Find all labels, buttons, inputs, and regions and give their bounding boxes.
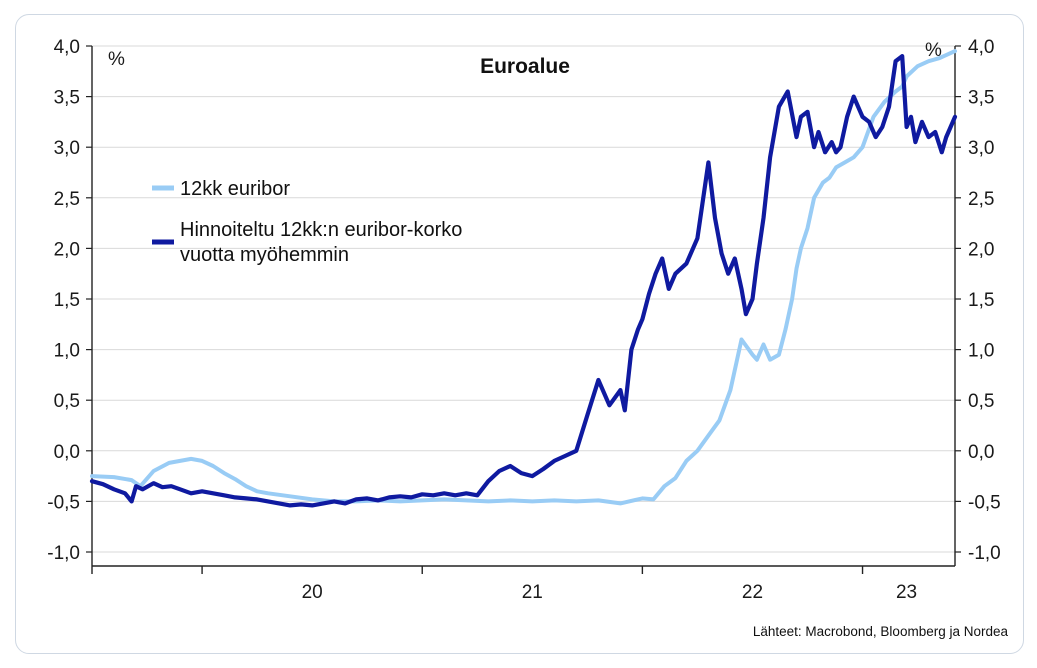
series-lines bbox=[89, 49, 958, 508]
left-tick-label: 4,0 bbox=[54, 37, 80, 58]
left-tick-label: 3,5 bbox=[54, 88, 80, 109]
left-tick-label: 0,5 bbox=[54, 391, 80, 412]
left-tick-label: -0,5 bbox=[47, 492, 80, 513]
right-tick-label: 0,5 bbox=[968, 391, 994, 412]
legend-label-priced-line: Hinnoiteltu 12kk:n euribor-korko bbox=[180, 219, 462, 241]
axes bbox=[91, 46, 956, 567]
left-tick-label: 2,0 bbox=[54, 239, 80, 260]
right-tick-label: 0,0 bbox=[968, 442, 994, 463]
right-tick-label: 3,0 bbox=[968, 138, 994, 159]
x-axis: 20 21 22 23 bbox=[91, 566, 917, 603]
legend-label-priced: Hinnoiteltu 12kk:n euribor-korko vuotta m… bbox=[180, 219, 462, 266]
left-tick-label: -1,0 bbox=[47, 543, 80, 564]
right-tick-label: 4,0 bbox=[968, 37, 994, 58]
right-unit-label: % bbox=[925, 40, 942, 61]
legend-label-euribor: 12kk euribor bbox=[180, 178, 290, 200]
right-tick-label: 2,0 bbox=[968, 239, 994, 260]
left-unit-label: % bbox=[108, 49, 125, 70]
gridlines bbox=[92, 45, 955, 553]
right-tick-label: 1,5 bbox=[968, 290, 994, 311]
right-tick-label: 2,5 bbox=[968, 189, 994, 210]
left-tick-label: 1,0 bbox=[54, 341, 80, 362]
series-line-priced bbox=[89, 53, 958, 508]
chart-title: Euroalue bbox=[480, 55, 570, 78]
x-tick-label: 21 bbox=[522, 582, 543, 603]
left-tick-label: 2,5 bbox=[54, 189, 80, 210]
right-y-axis: -1,0 -0,5 0,0 0,5 1,0 1,5 2,0 2,5 3,0 3,5 4,0 bbox=[955, 37, 1001, 564]
left-y-axis: -1,0 -0,5 0,0 0,5 1,0 1,5 2,0 2,5 3,0 3,5 4,0 bbox=[47, 37, 92, 564]
x-tick-label: 23 bbox=[896, 582, 917, 603]
series-line-euribor bbox=[90, 49, 957, 506]
right-tick-label: 1,0 bbox=[968, 341, 994, 362]
right-tick-label: -0,5 bbox=[968, 492, 1001, 513]
left-tick-label: 1,5 bbox=[54, 290, 80, 311]
legend-label-priced-line: vuotta myöhemmin bbox=[180, 244, 349, 266]
left-tick-label: 0,0 bbox=[54, 442, 80, 463]
chart-card bbox=[15, 14, 1024, 654]
x-tick-label: 20 bbox=[302, 582, 323, 603]
legend: 12kk euribor Hinnoiteltu 12kk:n euribor-… bbox=[152, 178, 462, 266]
left-tick-label: 3,0 bbox=[54, 138, 80, 159]
right-tick-label: 3,5 bbox=[968, 88, 994, 109]
source-note: Lähteet: Macrobond, Bloomberg ja Nordea bbox=[753, 624, 1009, 639]
x-tick-label: 22 bbox=[742, 582, 763, 603]
right-tick-label: -1,0 bbox=[968, 543, 1001, 564]
